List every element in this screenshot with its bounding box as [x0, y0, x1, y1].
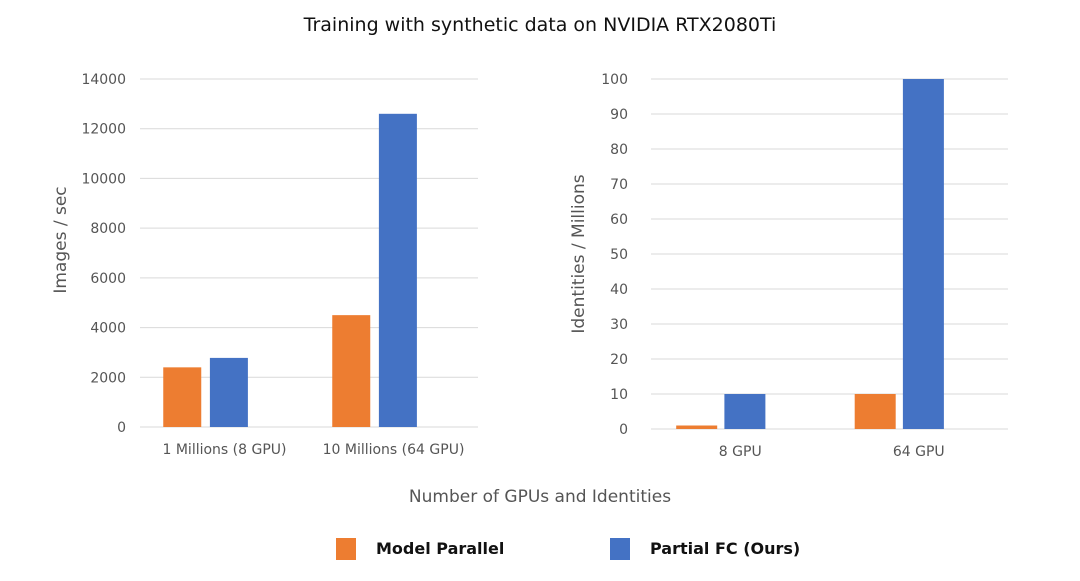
legend-label-model-parallel: Model Parallel	[376, 539, 504, 558]
x-tick-label: 10 Millions (64 GPU)	[323, 442, 465, 458]
x-tick-label: 1 Millions (8 GPU)	[163, 442, 287, 458]
y-axis-title: Identities / Millions	[569, 174, 589, 333]
x-axis-title: Number of GPUs and Identities	[409, 487, 671, 507]
bar-partial-fc-ours-8-gpu	[724, 394, 766, 429]
chart-identities-millions: 0 10 20 30 40 50 60 70 80 90 100 8 GPU 64 GPU Identit…	[569, 72, 1008, 460]
legend-label-partial-fc: Partial FC (Ours)	[650, 539, 800, 558]
bar-model-parallel-1-millions-8-gpu	[163, 367, 202, 427]
y-tick-label: 2000	[90, 370, 126, 386]
legend-swatch-partial-fc	[610, 538, 630, 560]
y-tick-label: 90	[610, 107, 628, 123]
bar-partial-fc-ours-64-gpu	[902, 79, 944, 429]
legend-swatch-model-parallel	[336, 538, 356, 560]
bar-model-parallel-8-gpu	[676, 425, 718, 429]
y-tick-label: 60	[610, 212, 628, 228]
bar-model-parallel-64-gpu	[854, 394, 896, 429]
y-tick-label: 10000	[81, 171, 126, 187]
bar-partial-fc-ours-1-millions-8-gpu	[209, 357, 248, 427]
chart-images-per-sec: 0 2000 4000 6000 8000 10000 12000 14000 1 Millio…	[51, 72, 478, 458]
y-tick-label: 8000	[90, 221, 126, 237]
y-tick-label: 20	[610, 352, 628, 368]
x-tick-label: 64 GPU	[893, 444, 945, 460]
y-tick-label: 6000	[90, 271, 126, 287]
y-tick-label: 10	[610, 387, 628, 403]
y-tick-label: 50	[610, 247, 628, 263]
y-tick-label: 4000	[90, 321, 126, 337]
bar-partial-fc-ours-10-millions-64-gpu	[378, 113, 417, 428]
bar-model-parallel-10-millions-64-gpu	[332, 315, 371, 427]
y-tick-label: 0	[619, 422, 628, 438]
x-tick-label: 8 GPU	[719, 444, 762, 460]
y-axis-title: Images / sec	[51, 186, 71, 293]
y-tick-label: 12000	[81, 122, 126, 138]
y-tick-label: 14000	[81, 72, 126, 88]
y-tick-label: 30	[610, 317, 628, 333]
chart-title: Training with synthetic data on NVIDIA R…	[303, 14, 777, 36]
y-tick-label: 40	[610, 282, 628, 298]
y-tick-label: 0	[117, 420, 126, 436]
y-tick-label: 80	[610, 142, 628, 158]
legend: Model Parallel Partial FC (Ours)	[336, 538, 800, 560]
y-tick-label: 100	[601, 72, 628, 88]
y-tick-label: 70	[610, 177, 628, 193]
